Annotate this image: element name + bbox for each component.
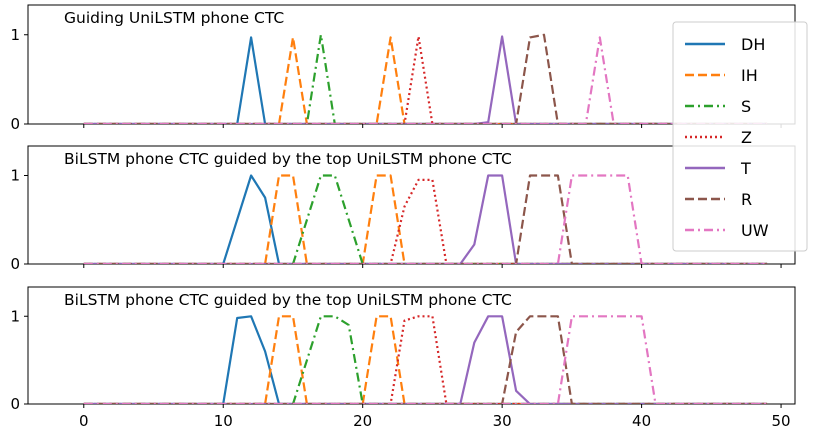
y-tick-label: 0 xyxy=(10,255,20,273)
series-line-dh xyxy=(83,315,768,404)
series-line-uw xyxy=(83,36,768,124)
series-line-ih xyxy=(83,36,768,124)
series-line-z xyxy=(83,315,768,404)
series-line-r xyxy=(83,33,768,124)
series-line-dh xyxy=(83,174,768,264)
series-line-dh xyxy=(83,36,768,124)
series-line-z xyxy=(83,178,768,264)
panel-title: BiLSTM phone CTC guided by the top UniLS… xyxy=(64,150,512,168)
series-line-t xyxy=(83,35,768,124)
legend-label: Z xyxy=(741,128,752,147)
series-line-s xyxy=(83,174,768,264)
x-tick-label: 40 xyxy=(632,412,651,430)
series-line-ih xyxy=(83,174,768,264)
panel-1: Guiding UniLSTM phone CTC 0 1 xyxy=(10,4,796,133)
y-tick-label: 1 xyxy=(10,307,20,325)
y-tick-label: 1 xyxy=(10,26,20,44)
series-line-ih xyxy=(83,315,768,404)
legend-box xyxy=(672,21,808,252)
y-tick-label: 1 xyxy=(10,167,20,185)
legend-label: DH xyxy=(741,35,765,54)
x-tick-label: 50 xyxy=(772,412,791,430)
series-line-t xyxy=(83,174,768,264)
series-line-r xyxy=(83,174,768,264)
x-tick-label: 20 xyxy=(353,412,372,430)
x-tick-label: 0 xyxy=(79,412,89,430)
series-line-z xyxy=(83,35,768,124)
legend-label: S xyxy=(741,97,751,116)
series-line-r xyxy=(83,315,768,404)
x-tick-label: 30 xyxy=(493,412,512,430)
legend-label: R xyxy=(741,190,752,209)
series-line-t xyxy=(83,315,768,404)
legend-label: UW xyxy=(741,221,769,240)
legend-label: T xyxy=(740,159,751,178)
panel-title: BiLSTM phone CTC guided by the top UniLS… xyxy=(64,291,512,309)
y-tick-label: 0 xyxy=(10,115,20,133)
series-line-uw xyxy=(83,315,768,404)
y-tick-label: 0 xyxy=(10,395,20,413)
series-line-uw xyxy=(83,174,768,264)
x-tick-label: 10 xyxy=(214,412,233,430)
panel-title: Guiding UniLSTM phone CTC xyxy=(64,9,284,27)
legend-label: IH xyxy=(741,66,758,85)
series-line-s xyxy=(83,315,768,404)
series-line-s xyxy=(83,33,768,124)
panel-2: BiLSTM phone CTC guided by the top UniLS… xyxy=(10,145,796,273)
panel-3: BiLSTM phone CTC guided by the top UniLS… xyxy=(10,286,796,430)
